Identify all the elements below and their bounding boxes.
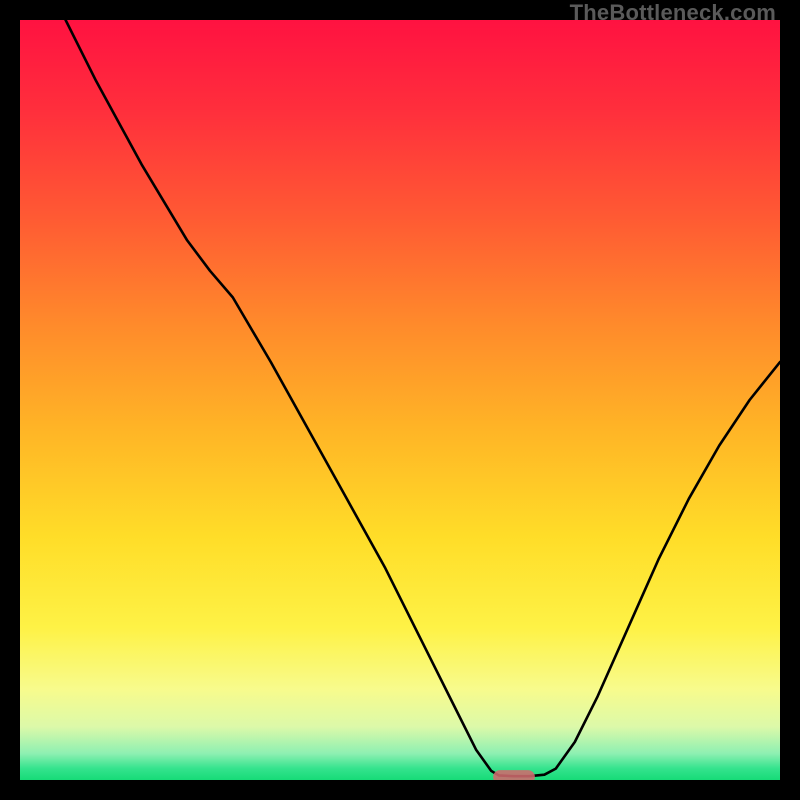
- chart-frame: TheBottleneck.com: [0, 0, 800, 800]
- chart-svg: [20, 20, 780, 780]
- gradient-background: [20, 20, 780, 780]
- min-marker: [493, 770, 535, 780]
- watermark-text: TheBottleneck.com: [570, 0, 776, 26]
- plot-area: [20, 20, 780, 780]
